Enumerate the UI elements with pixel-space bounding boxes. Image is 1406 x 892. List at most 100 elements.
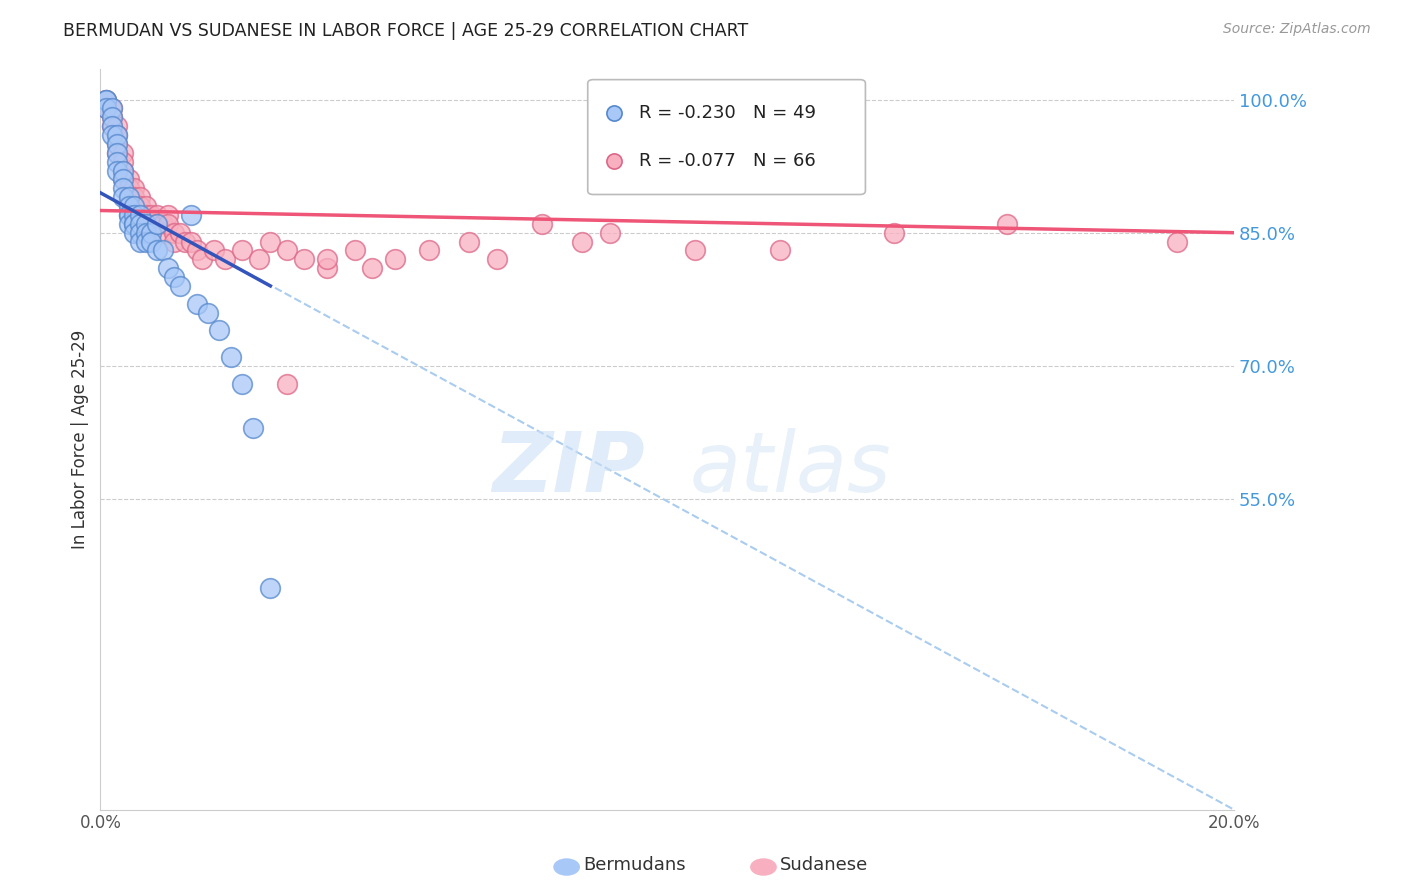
- Point: [247, 252, 270, 267]
- Point: [202, 244, 225, 258]
- Point: [152, 226, 174, 240]
- Point: [186, 244, 208, 258]
- Point: [157, 217, 180, 231]
- Text: atlas: atlas: [690, 428, 891, 509]
- Point: [94, 102, 117, 116]
- Point: [118, 199, 141, 213]
- Point: [100, 111, 122, 125]
- Point: [180, 208, 202, 222]
- Point: [995, 217, 1018, 231]
- Point: [135, 226, 157, 240]
- Point: [129, 190, 152, 204]
- Point: [105, 163, 128, 178]
- Point: [124, 217, 146, 231]
- Point: [292, 252, 315, 267]
- Point: [531, 217, 554, 231]
- Point: [129, 208, 152, 222]
- Point: [157, 208, 180, 222]
- Point: [124, 217, 146, 231]
- Point: [118, 208, 141, 222]
- Text: ZIP: ZIP: [492, 428, 644, 509]
- Point: [276, 376, 298, 391]
- Point: [124, 181, 146, 195]
- Point: [259, 581, 281, 595]
- Point: [129, 217, 152, 231]
- Point: [111, 154, 134, 169]
- Point: [152, 217, 174, 231]
- Point: [105, 128, 128, 142]
- Point: [94, 93, 117, 107]
- Point: [163, 270, 186, 285]
- Point: [118, 199, 141, 213]
- Point: [242, 421, 264, 435]
- Point: [135, 217, 157, 231]
- Point: [769, 244, 792, 258]
- Point: [231, 244, 253, 258]
- Point: [105, 154, 128, 169]
- Point: [129, 199, 152, 213]
- Point: [219, 350, 242, 364]
- Point: [135, 199, 157, 213]
- Point: [118, 208, 141, 222]
- Point: [111, 163, 134, 178]
- Point: [146, 217, 169, 231]
- Point: [124, 190, 146, 204]
- Point: [174, 235, 197, 249]
- Point: [135, 235, 157, 249]
- Point: [163, 235, 186, 249]
- Point: [146, 208, 169, 222]
- Point: [141, 235, 163, 249]
- Point: [197, 305, 219, 319]
- Point: [105, 136, 128, 151]
- Point: [571, 235, 593, 249]
- Point: [111, 181, 134, 195]
- Point: [457, 235, 479, 249]
- Point: [146, 217, 169, 231]
- Point: [118, 217, 141, 231]
- Point: [111, 163, 134, 178]
- Point: [883, 226, 905, 240]
- Y-axis label: In Labor Force | Age 25-29: In Labor Force | Age 25-29: [72, 329, 89, 549]
- Point: [231, 376, 253, 391]
- Point: [361, 261, 384, 276]
- Point: [344, 244, 367, 258]
- Point: [111, 172, 134, 186]
- Point: [124, 208, 146, 222]
- Point: [94, 102, 117, 116]
- Point: [124, 226, 146, 240]
- Point: [129, 235, 152, 249]
- Point: [118, 181, 141, 195]
- Text: Source: ZipAtlas.com: Source: ZipAtlas.com: [1223, 22, 1371, 37]
- Point: [118, 190, 141, 204]
- Point: [94, 93, 117, 107]
- Point: [100, 119, 122, 133]
- Point: [146, 244, 169, 258]
- Point: [180, 235, 202, 249]
- Point: [141, 208, 163, 222]
- Point: [316, 252, 339, 267]
- Point: [100, 119, 122, 133]
- Point: [191, 252, 214, 267]
- Point: [129, 208, 152, 222]
- Point: [599, 226, 621, 240]
- Point: [100, 102, 122, 116]
- Point: [157, 261, 180, 276]
- Point: [276, 244, 298, 258]
- Text: R = -0.077   N = 66: R = -0.077 N = 66: [638, 152, 815, 169]
- Point: [169, 226, 191, 240]
- Point: [163, 226, 186, 240]
- Point: [384, 252, 406, 267]
- Point: [111, 145, 134, 160]
- FancyBboxPatch shape: [588, 79, 866, 194]
- Point: [259, 235, 281, 249]
- Point: [105, 128, 128, 142]
- Point: [124, 199, 146, 213]
- Text: Sudanese: Sudanese: [780, 856, 869, 874]
- Point: [105, 145, 128, 160]
- Point: [111, 190, 134, 204]
- Point: [118, 172, 141, 186]
- Point: [129, 226, 152, 240]
- Text: BERMUDAN VS SUDANESE IN LABOR FORCE | AGE 25-29 CORRELATION CHART: BERMUDAN VS SUDANESE IN LABOR FORCE | AG…: [63, 22, 748, 40]
- Point: [100, 102, 122, 116]
- Text: Bermudans: Bermudans: [583, 856, 686, 874]
